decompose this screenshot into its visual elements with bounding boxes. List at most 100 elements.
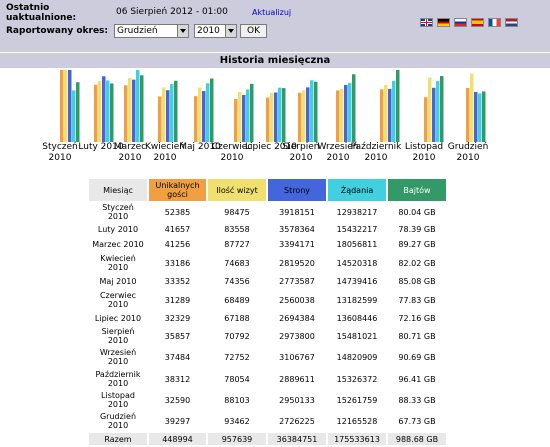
chart-bar [424, 97, 428, 142]
period-label: Raportowany okres: [6, 26, 109, 36]
table-cell: 96.41 GB [398, 374, 436, 384]
year-select[interactable]: 2010 [194, 24, 237, 38]
chart-month-label: Luty 2010 [78, 142, 124, 152]
chart-bar [344, 84, 348, 142]
chart-bar [352, 74, 356, 142]
chart-bar [94, 84, 98, 142]
flag-gb-icon[interactable] [420, 18, 433, 27]
chart-bar [206, 83, 210, 142]
table-cell: 41256 [164, 240, 191, 249]
table-cell: 67.73 GB [398, 416, 436, 426]
table-cell: 18056811 [336, 240, 378, 249]
chart-bar [198, 87, 202, 142]
table-cell: 15481021 [336, 331, 378, 341]
chart-bar [68, 70, 72, 142]
chart-month-label: Listopad 2010 [404, 142, 444, 163]
table-row: Styczeń 2010 52385 98475 3918151 12938217 80.… [89, 203, 446, 221]
table-cell: 13608446 [336, 314, 378, 323]
chart-bar [440, 76, 444, 142]
col-pages-header: Strony [268, 179, 326, 201]
col-month-header: Miesiąc [89, 179, 147, 201]
refresh-link[interactable]: Aktualizuj [252, 8, 292, 17]
chart-bar [306, 87, 310, 142]
table-cell: 2773587 [279, 277, 315, 286]
col-visitors-header: Unikalnych gości [149, 179, 206, 201]
flag-es-icon[interactable] [471, 18, 484, 27]
table-cell: 89.27 GB [398, 240, 436, 249]
table-cell: Luty 2010 [97, 225, 139, 234]
chart-bar [470, 73, 474, 142]
ok-button[interactable]: OK [240, 24, 267, 38]
table-row: Marzec 2010 41256 87727 3394171 18056811 89.2… [89, 238, 446, 251]
table-cell: 2950133 [279, 395, 315, 405]
flag-de-icon[interactable] [437, 18, 450, 27]
chart-bar [384, 84, 388, 142]
table-cell: Listopad 2010 [101, 391, 135, 409]
last-updated-label: Ostatnio uaktualnione: [6, 3, 77, 23]
table-cell: 15432217 [336, 225, 378, 234]
table-cell: 80.04 GB [398, 207, 436, 217]
chart-bar [278, 87, 282, 142]
table-cell: 78054 [224, 374, 250, 384]
chart-bar [110, 83, 114, 142]
chart-bar [140, 75, 144, 142]
table-cell: 14820909 [336, 352, 378, 362]
table-cell: 39297 [164, 416, 191, 426]
table-cell: 38312 [164, 374, 191, 384]
table-cell: 37484 [164, 352, 191, 362]
table-cell: 82.02 GB [398, 258, 436, 268]
chart-bar [474, 91, 478, 142]
table-cell: 41657 [164, 225, 191, 234]
table-row: Wrzesień 2010 37484 72752 3106767 14820909 90… [89, 347, 446, 367]
table-row: Sierpień 2010 35857 70792 2973800 15481021 80… [89, 327, 446, 345]
chart-month-label: Maj 2010 [179, 142, 221, 152]
col-hits-header: Żądania [328, 179, 386, 201]
month-select-value: Grudzień [117, 26, 158, 36]
flag-ru-icon[interactable] [454, 18, 467, 27]
table-row: Październik 2010 38312 78054 2889611 1532637… [89, 369, 446, 389]
chart-month-label: Sierpień 2010 [282, 142, 320, 163]
col-visits-header: Ilość wizyt [208, 179, 266, 201]
chart-bar [210, 78, 214, 142]
table-cell: 32329 [164, 314, 191, 323]
chart-bar [136, 70, 140, 142]
table-cell: 2694384 [279, 314, 315, 323]
year-select-value: 2010 [197, 26, 220, 36]
table-cell: 77.83 GB [398, 295, 436, 305]
month-select[interactable]: Grudzień [114, 24, 189, 38]
chart-bar [128, 77, 132, 142]
chart-bar [64, 70, 68, 142]
chart-bar [158, 96, 162, 142]
table-cell: 3918151 [279, 207, 315, 217]
chart-bar [282, 88, 286, 142]
table-cell: 52385 [164, 207, 191, 217]
total-cell: 175533613 [328, 433, 386, 445]
total-cell: Razem [89, 433, 147, 445]
table-cell: 88.33 GB [398, 395, 436, 405]
table-cell: 74683 [224, 258, 250, 268]
table-cell: Lipiec 2010 [94, 314, 142, 323]
monthly-stats-table: Miesiąc Unikalnych gości Ilość wizyt Str… [87, 177, 448, 447]
chart-bar [388, 88, 392, 142]
table-cell: 15326372 [336, 374, 378, 384]
table-cell: Styczeń 2010 [102, 203, 134, 221]
chart-bar [72, 90, 76, 142]
separator-bar [0, 40, 550, 52]
chart-bar [482, 91, 486, 142]
flag-fr-icon[interactable] [488, 18, 501, 27]
chart-bar [238, 91, 242, 142]
chart-bar [60, 70, 64, 142]
table-cell: Grudzień 2010 [99, 412, 137, 430]
table-cell: 72752 [224, 352, 250, 362]
total-cell: 957639 [208, 433, 266, 445]
table-cell: Kwiecień 2010 [100, 254, 136, 272]
total-row: Razem 448994 957639 36384751 175533613 988.68… [89, 433, 446, 445]
chart-bar [310, 80, 314, 142]
chart-bar [396, 70, 400, 142]
table-cell: 98475 [224, 207, 250, 217]
chart-bar [432, 87, 436, 142]
monthly-history-chart [60, 70, 486, 142]
flag-nl-icon[interactable] [505, 18, 518, 27]
table-cell: Czerwiec 2010 [99, 291, 137, 309]
table-cell: 2819520 [279, 258, 315, 268]
